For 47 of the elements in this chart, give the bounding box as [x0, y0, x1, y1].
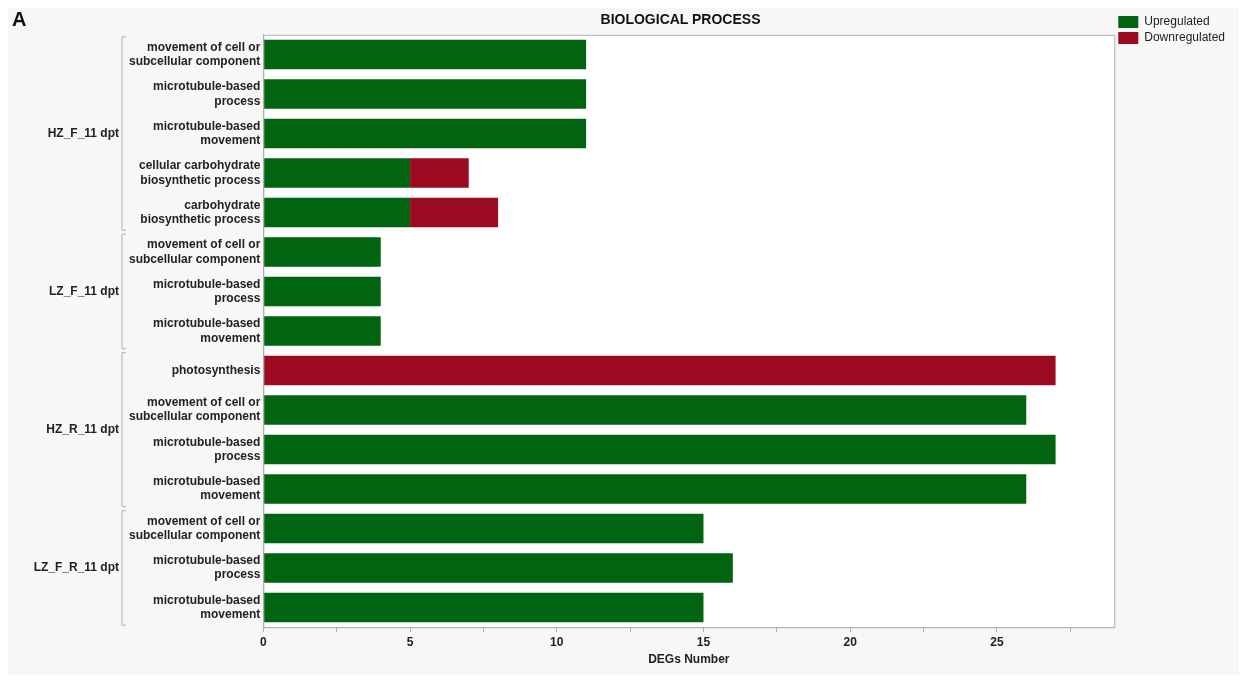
bar: [263, 276, 381, 307]
y-tick-label: microtubule-based process: [153, 79, 261, 108]
bar: [263, 237, 381, 267]
text: HZ_R_11 dpt: [46, 422, 119, 437]
bar: [263, 395, 1027, 425]
bar: [263, 118, 587, 149]
y-tick-label: microtubule-based process: [153, 276, 261, 306]
bar: [263, 474, 1027, 504]
legend-label: Downregulated: [1144, 30, 1225, 45]
y-tick-label: cellular carbohydrate biosynthetic process: [138, 158, 261, 187]
bar: [410, 158, 469, 188]
y-tick-label: movement of cell or subcellular component: [129, 39, 261, 69]
bar: [263, 355, 1056, 386]
bar: [263, 434, 1056, 465]
bar: [263, 592, 704, 623]
x-tick-label: 15: [696, 634, 711, 649]
text: LZ_F_R_11 dpt: [33, 560, 119, 575]
y-tick-label: microtubule-based movement: [153, 316, 261, 345]
y-tick-label: carbohydrate biosynthetic process: [140, 197, 261, 227]
bar: [263, 39, 587, 70]
y-tick-label: movement of cell or subcellular component: [129, 513, 261, 542]
legend-label: Upregulated: [1144, 14, 1210, 29]
bar: [263, 316, 381, 346]
y-tick-label: microtubule-based movement: [153, 592, 261, 621]
bar: [263, 158, 411, 188]
y-tick-label: microtubule-based process: [153, 553, 261, 582]
x-tick-label: 10: [550, 634, 564, 649]
y-tick-label: movement of cell or subcellular component: [129, 237, 261, 266]
y-tick-label: microtubule-based movement: [153, 118, 261, 148]
x-axis-title: DEGs Number: [648, 652, 730, 667]
x-tick-label: 5: [406, 634, 414, 649]
text: HZ_F_11 dpt: [47, 125, 119, 140]
y-tick-label: movement of cell or subcellular component: [129, 395, 261, 424]
bar: [263, 79, 587, 109]
x-tick-label: 0: [260, 634, 268, 649]
y-tick-label: microtubule-based movement: [153, 474, 261, 503]
bar: [410, 197, 499, 228]
bar: [263, 513, 704, 544]
y-tick-label: microtubule-based process: [153, 434, 261, 463]
chart-title: BIOLOGICAL PROCESS: [600, 11, 761, 28]
x-tick-label: 20: [843, 634, 858, 649]
text: A: [12, 7, 27, 30]
text: LZ_F_11 dpt: [48, 283, 119, 298]
bar: [263, 197, 411, 228]
bar: [263, 553, 733, 583]
y-tick-label: photosynthesis: [171, 362, 261, 377]
x-tick-label: 25: [990, 634, 1004, 649]
